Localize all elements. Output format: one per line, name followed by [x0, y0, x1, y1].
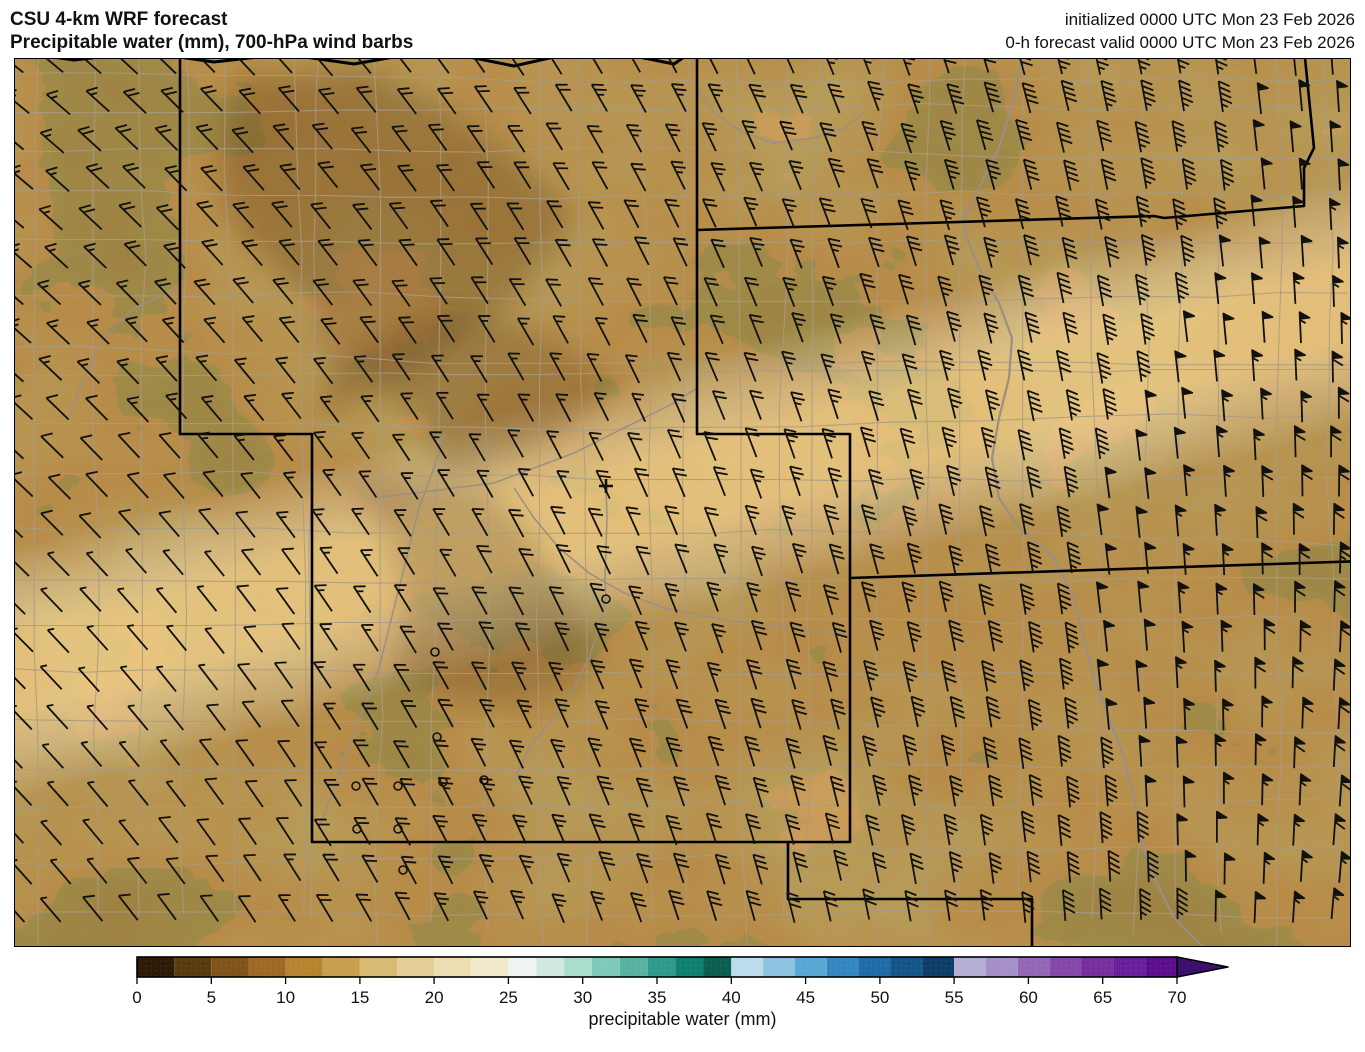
svg-text:70: 70 — [1168, 988, 1187, 1007]
svg-text:60: 60 — [1019, 988, 1038, 1007]
svg-text:50: 50 — [870, 988, 889, 1007]
svg-text:40: 40 — [722, 988, 741, 1007]
svg-text:35: 35 — [648, 988, 667, 1007]
svg-text:45: 45 — [796, 988, 815, 1007]
svg-text:55: 55 — [945, 988, 964, 1007]
svg-text:65: 65 — [1093, 988, 1112, 1007]
svg-text:30: 30 — [573, 988, 592, 1007]
svg-text:15: 15 — [350, 988, 369, 1007]
svg-text:20: 20 — [425, 988, 444, 1007]
svg-text:5: 5 — [207, 988, 216, 1007]
svg-text:0: 0 — [132, 988, 141, 1007]
svg-text:25: 25 — [499, 988, 518, 1007]
svg-text:10: 10 — [276, 988, 295, 1007]
